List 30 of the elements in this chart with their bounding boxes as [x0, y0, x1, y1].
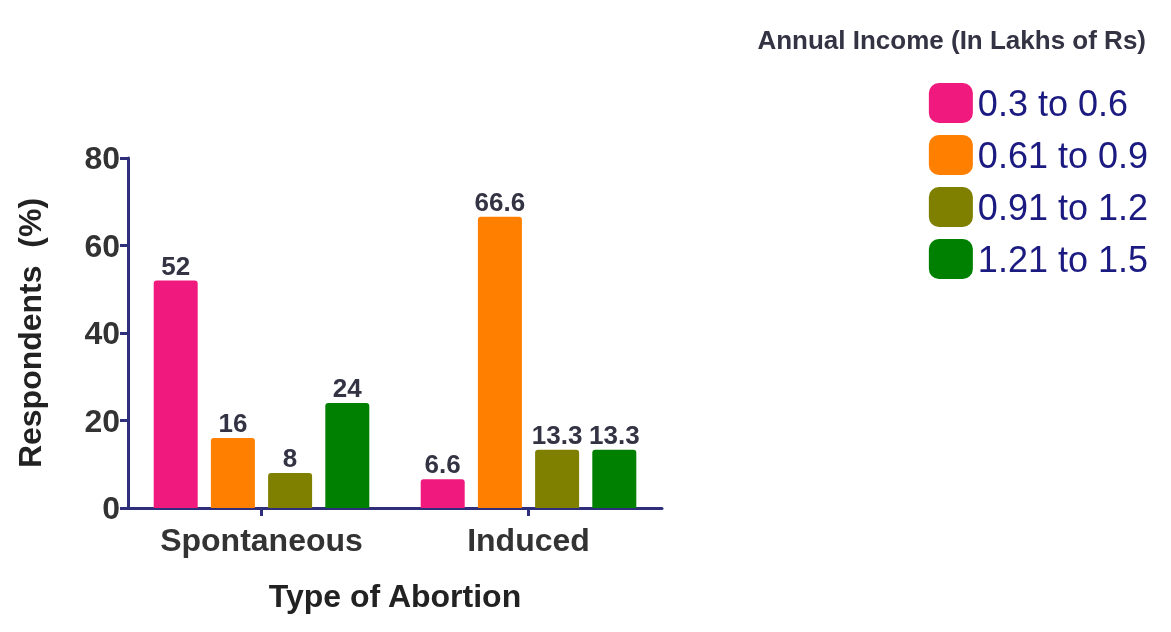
data-label: 6.6	[424, 449, 461, 480]
data-label: 52	[161, 250, 191, 281]
legend-label: 0.61 to 0.9	[977, 134, 1148, 176]
data-label: 8	[282, 443, 298, 473]
bar	[535, 449, 580, 508]
data-label: 13.3	[589, 419, 640, 450]
legend-title: Annual Income (In Lakhs of Rs)	[757, 25, 1146, 55]
bar	[210, 438, 255, 508]
legend-label: 0.91 to 1.2	[977, 186, 1148, 228]
y-tick-label: 0	[102, 490, 120, 526]
data-label: 13.3	[531, 419, 583, 450]
data-label: 16	[218, 408, 248, 438]
bar	[420, 479, 465, 508]
bar	[592, 449, 637, 508]
bar	[153, 280, 198, 508]
bar	[477, 216, 522, 508]
bar	[325, 403, 370, 508]
y-tick-label: 80	[84, 140, 120, 176]
y-tick-label: 60	[84, 227, 120, 264]
y-axis-title: Respondents (%)	[12, 197, 48, 469]
x-axis-title: Type of Abortion	[268, 578, 522, 614]
y-tick-label: 40	[84, 315, 120, 351]
bar	[268, 473, 313, 508]
data-label: 66.6	[474, 186, 526, 217]
legend-label: 0.3 to 0.6	[977, 82, 1128, 124]
x-tick-label: Induced	[467, 522, 590, 558]
data-label: 24	[332, 373, 363, 403]
y-tick-label: 20	[84, 402, 120, 439]
x-tick-label: Spontaneous	[160, 522, 363, 558]
legend-label: 1.21 to 1.5	[977, 238, 1148, 280]
